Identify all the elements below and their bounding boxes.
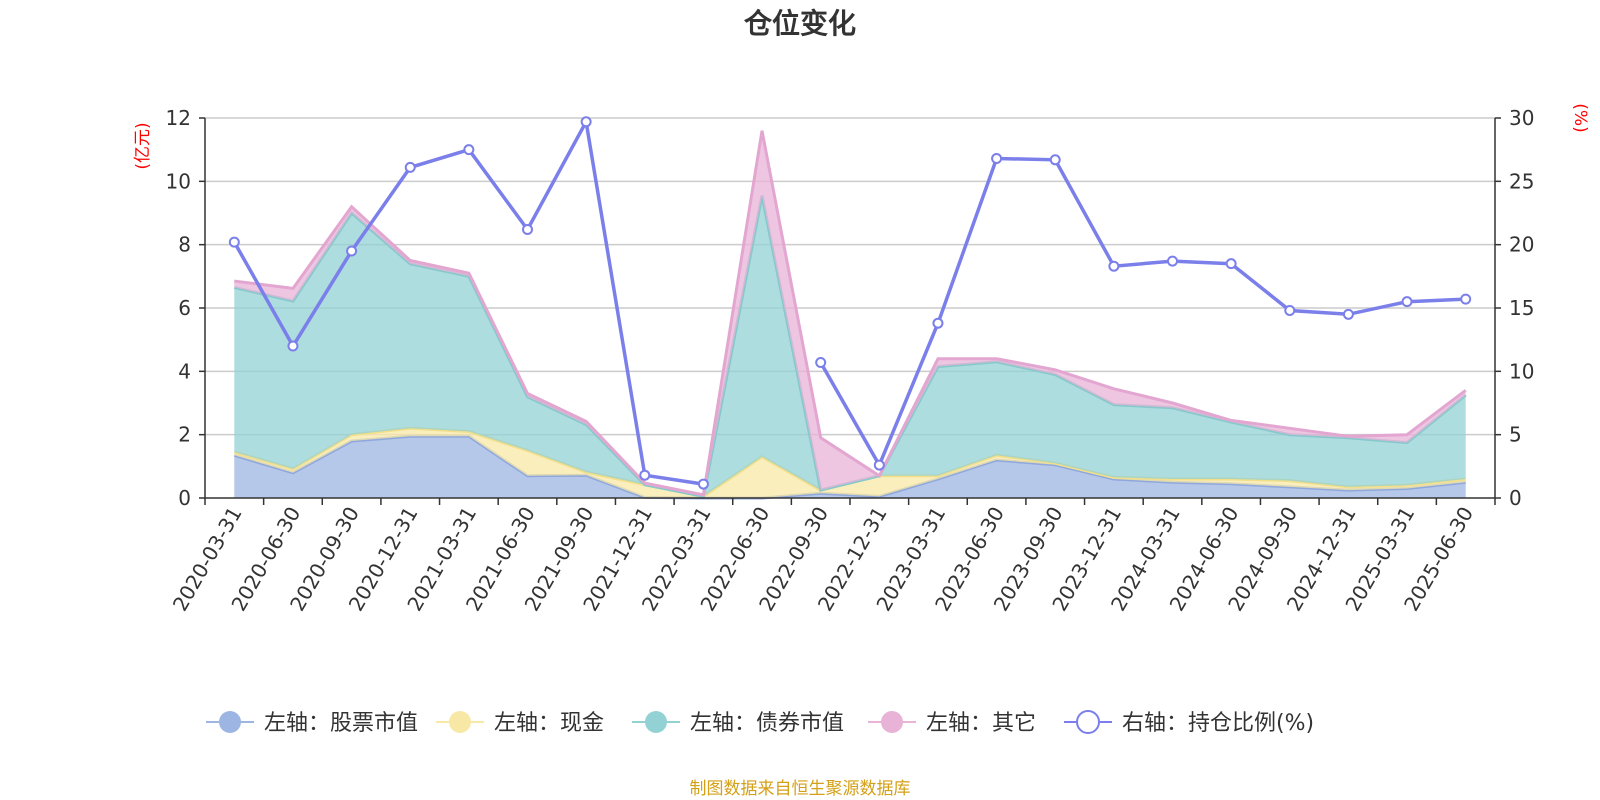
area-4 xyxy=(234,130,1466,497)
right-axis-unit: (%) xyxy=(1570,103,1590,132)
ratio-point xyxy=(873,459,885,471)
ratio-point xyxy=(1167,255,1178,267)
left-tick-label: 2 xyxy=(178,423,191,447)
ratio-point xyxy=(1460,293,1472,305)
left-tick-label: 12 xyxy=(166,106,191,130)
legend-label: 左轴：股票市值 xyxy=(264,711,418,736)
right-tick-label: 30 xyxy=(1509,106,1534,130)
left-axis-unit: (亿元) xyxy=(133,122,153,169)
ratio-point xyxy=(1049,154,1061,166)
right-tick-label: 20 xyxy=(1509,233,1534,257)
left-tick-label: 10 xyxy=(166,169,191,193)
ratio-point xyxy=(1342,308,1354,320)
legend-marker xyxy=(219,711,241,733)
ratio-point xyxy=(580,116,592,128)
left-tick-label: 4 xyxy=(178,359,191,383)
left-tick-label: 8 xyxy=(178,233,191,257)
legend: 左轴：股票市值 左轴：现金 左轴：债券市值 左轴：其它 右轴：持仓比例(%) xyxy=(206,710,1314,736)
chart-title: 仓位变化 xyxy=(744,7,856,40)
ratio-point xyxy=(463,144,475,156)
right-tick-label: 5 xyxy=(1509,423,1522,447)
left-tick-label: 0 xyxy=(178,486,191,510)
area-edge-3 xyxy=(233,195,1467,499)
ratio-point xyxy=(697,478,709,490)
ratio-point xyxy=(1225,258,1237,270)
right-tick-label: 10 xyxy=(1509,359,1534,383)
ratio-line-path xyxy=(819,156,1466,470)
stacked-areas xyxy=(233,130,1467,500)
ratio-point xyxy=(1284,305,1296,317)
right-tick-label: 0 xyxy=(1509,486,1522,510)
ratio-point xyxy=(287,340,299,352)
legend-marker xyxy=(1076,710,1100,734)
right-tick-label: 15 xyxy=(1509,296,1534,320)
area-edge-4 xyxy=(234,130,1467,497)
legend-label: 右轴：持仓比例(%) xyxy=(1122,711,1314,736)
legend-label: 左轴：其它 xyxy=(926,711,1036,736)
ratio-point xyxy=(522,223,533,235)
legend-marker xyxy=(449,711,471,733)
legend-marker xyxy=(645,711,667,733)
ratio-point xyxy=(815,356,827,368)
area-3 xyxy=(234,195,1466,497)
legend-marker xyxy=(881,711,903,733)
ratio-point xyxy=(228,236,240,248)
ratio-point xyxy=(932,317,944,329)
ratio-point xyxy=(991,153,1003,165)
ratio-point xyxy=(404,161,416,173)
area-2 xyxy=(234,428,1466,498)
left-tick-label: 6 xyxy=(178,296,191,320)
ratio-point xyxy=(639,469,651,481)
legend-label: 左轴：现金 xyxy=(494,711,604,736)
ratio-point xyxy=(1401,296,1413,308)
ratio-point xyxy=(1108,260,1120,272)
ratio-line-series xyxy=(228,116,1472,490)
right-tick-label: 25 xyxy=(1509,169,1534,193)
ratio-point xyxy=(346,245,358,257)
source-note: 制图数据来自恒生聚源数据库 xyxy=(690,779,911,799)
legend-label: 左轴：债券市值 xyxy=(690,711,844,736)
